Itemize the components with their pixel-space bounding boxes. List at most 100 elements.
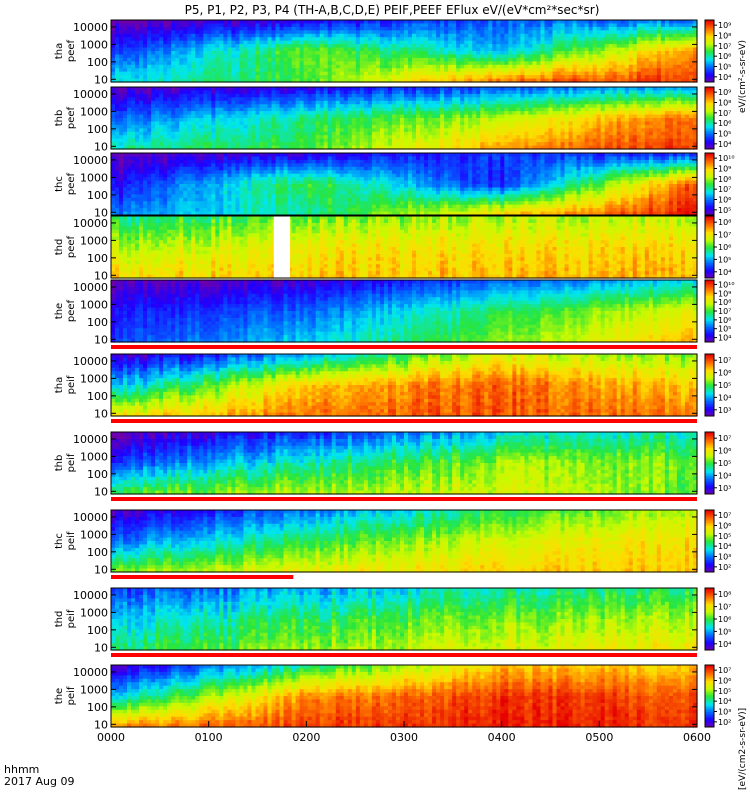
spectrogram-cell: [484, 47, 489, 52]
spectrogram-cell: [155, 40, 160, 45]
spectrogram-cell: [311, 26, 317, 31]
spectrogram-cell: [371, 114, 377, 119]
spectrogram-cell: [472, 61, 477, 66]
spectrogram-cell: [295, 93, 301, 98]
spectrogram-cell: [568, 30, 574, 35]
spectrogram-cell: [123, 100, 128, 105]
spectrogram-cell: [155, 93, 160, 98]
spectrogram-cell: [111, 30, 116, 35]
spectrogram-cell: [612, 138, 618, 143]
spectrogram-cell: [231, 121, 237, 126]
spectrogram-cell: [351, 75, 357, 80]
spectrogram-cell: [584, 145, 590, 150]
spectrogram-cell: [303, 121, 309, 126]
spectrogram-cell: [271, 54, 277, 59]
spectrogram-cell: [440, 121, 445, 126]
spectrogram-cell: [508, 61, 513, 66]
spectrogram-cell: [263, 33, 269, 38]
spectrogram-cell: [299, 121, 305, 126]
spectrogram-cell: [516, 71, 521, 76]
spectrogram-cell: [343, 142, 349, 147]
spectrogram-cell: [271, 138, 277, 143]
spectrogram-cell: [251, 64, 257, 69]
spectrogram-cell: [223, 135, 228, 140]
spectrogram-cell: [612, 20, 618, 25]
spectrogram-cell: [464, 100, 469, 105]
spectrogram-cell: [404, 20, 409, 25]
spectrogram-cell: [399, 64, 405, 69]
spectrogram-cell: [119, 26, 124, 31]
spectrogram-cell: [187, 78, 192, 83]
spectrogram-cell: [151, 131, 156, 136]
spectrogram-cell: [504, 107, 509, 112]
spectrogram-cell: [379, 51, 385, 56]
spectrogram-cell: [680, 20, 686, 25]
spectrogram-cell: [271, 107, 277, 112]
spectrogram-cell: [468, 26, 473, 31]
spectrogram-cell: [540, 30, 546, 35]
spectrogram-cell: [167, 121, 172, 126]
spectrogram-cell: [123, 90, 128, 95]
spectrogram-cell: [343, 78, 349, 83]
spectrogram-cell: [456, 37, 461, 42]
spectrogram-cell: [488, 90, 493, 95]
spectrogram-cell: [275, 90, 281, 95]
spectrogram-cell: [604, 138, 610, 143]
spectrogram-cell: [371, 20, 377, 25]
spectrogram-cell: [243, 138, 249, 143]
spectrogram-cell: [371, 75, 377, 80]
spectrogram-cell: [540, 145, 546, 150]
spectrogram-cell: [251, 61, 257, 66]
spectrogram-cell: [391, 121, 397, 126]
spectrogram-cell: [456, 128, 461, 133]
spectrogram-cell: [416, 135, 421, 140]
spectrogram-cell: [516, 100, 521, 105]
spectrogram-cell: [424, 124, 429, 129]
spectrogram-cell: [644, 20, 650, 25]
spectrogram-cell: [472, 121, 477, 126]
spectrogram-cell: [383, 131, 389, 136]
spectrogram-cell: [247, 54, 253, 59]
spectrogram-cell: [247, 20, 253, 25]
spectrogram-cell: [211, 128, 216, 133]
spectrogram-cell: [552, 118, 558, 123]
spectrogram-cell: [676, 51, 682, 56]
spectrogram-cell: [448, 145, 453, 150]
spectrogram-cell: [656, 64, 662, 69]
spectrogram-cell: [251, 40, 257, 45]
spectrogram-cell: [259, 128, 265, 133]
spectrogram-cell: [540, 128, 546, 133]
spectrogram-cell: [612, 61, 618, 66]
spectrogram-cell: [311, 124, 317, 129]
spectrogram-cell: [668, 26, 674, 31]
spectrogram-cell: [283, 114, 289, 119]
spectrogram-cell: [596, 145, 602, 150]
spectrogram-cell: [452, 145, 457, 150]
spectrogram-cell: [295, 40, 301, 45]
spectrogram-cell: [544, 30, 550, 35]
spectrogram-cell: [311, 44, 317, 49]
spectrogram-cell: [239, 20, 245, 25]
spectrogram-cell: [624, 61, 630, 66]
spectrogram-cell: [131, 75, 136, 80]
spectrogram-cell: [512, 142, 517, 147]
spectrogram-cell: [111, 121, 116, 126]
spectrogram-cell: [163, 71, 168, 76]
spectrogram-cell: [211, 111, 216, 116]
spectrogram-cell: [604, 61, 610, 66]
spectrogram-cell: [335, 111, 341, 116]
spectrogram-cell: [520, 75, 526, 80]
spectrogram-cell: [195, 33, 200, 38]
spectrogram-cell: [496, 23, 501, 28]
spectrogram-cell: [544, 107, 550, 112]
spectrogram-cell: [379, 124, 385, 129]
spectrogram-cell: [592, 40, 598, 45]
spectrogram-cell: [119, 87, 124, 92]
spectrogram-cell: [492, 87, 497, 92]
spectrogram-cell: [580, 118, 586, 123]
spectrogram-cell: [548, 128, 554, 133]
spectrogram-cell: [428, 44, 433, 49]
spectrogram-cell: [283, 111, 289, 116]
spectrogram-cell: [608, 145, 614, 150]
spectrogram-cell: [251, 104, 257, 109]
